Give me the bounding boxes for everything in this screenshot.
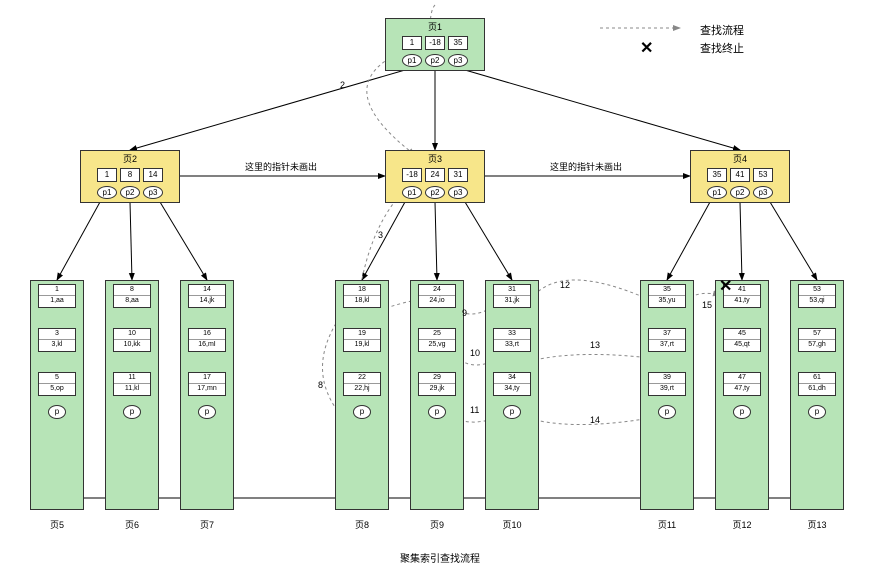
inner-title: 页2 bbox=[81, 151, 179, 166]
leaf-record: 2929,jk bbox=[418, 372, 456, 396]
leaf-record: 1717,mn bbox=[188, 372, 226, 396]
leaf-ptr: p bbox=[48, 405, 66, 419]
leaf-record: 1111,kl bbox=[113, 372, 151, 396]
flow-num: 14 bbox=[590, 415, 600, 425]
inner-ptr: p1 bbox=[97, 186, 117, 199]
leaf-record: 3737,rt bbox=[648, 328, 686, 352]
leaf-record: 4747,ty bbox=[723, 372, 761, 396]
legend-stop: 查找终止 bbox=[700, 40, 744, 56]
flow-num: 12 bbox=[560, 280, 570, 290]
leaf-record: 5353,qi bbox=[798, 284, 836, 308]
leaf-record: 2424,io bbox=[418, 284, 456, 308]
leaf-record: 3131,jk bbox=[493, 284, 531, 308]
leaf-node: 4141,ty4545,qt4747,typ bbox=[715, 280, 769, 510]
leaf-node: 11,aa 33,kl 55,op p bbox=[30, 280, 84, 510]
inner-key: 41 bbox=[730, 168, 750, 182]
leaf-record: 6161,dh bbox=[798, 372, 836, 396]
ptr-note-label: 这里的指针未画出 bbox=[245, 160, 317, 173]
leaf-node: 2424,io 2525,vg 2929,jk p bbox=[410, 280, 464, 510]
inner-key: 8 bbox=[120, 168, 140, 182]
inner-node: 页4 354153 p1p2p3 bbox=[690, 150, 790, 203]
flow-num: 10 bbox=[470, 348, 480, 358]
leaf-node: 3131,jk 3333,rt 3434,ty p bbox=[485, 280, 539, 510]
root-ptr: p3 bbox=[448, 54, 468, 67]
leaf-node: 5353,qi 5757,gh 6161,dh p bbox=[790, 280, 844, 510]
leaf-ptr: p bbox=[503, 405, 521, 419]
flow-num: 13 bbox=[590, 340, 600, 350]
flow-num: 11 bbox=[470, 405, 479, 415]
inner-ptr: p3 bbox=[143, 186, 163, 199]
inner-key: -18 bbox=[402, 168, 422, 182]
leaf-record: 88,aa bbox=[113, 284, 151, 308]
inner-ptr: p2 bbox=[730, 186, 750, 199]
leaf-record: 1010,kk bbox=[113, 328, 151, 352]
ptr-note-label: 这里的指针未画出 bbox=[550, 160, 622, 173]
leaf-record: 2525,vg bbox=[418, 328, 456, 352]
leaf-record: 5757,gh bbox=[798, 328, 836, 352]
inner-key: 14 bbox=[143, 168, 163, 182]
terminate-x-icon: ✕ bbox=[719, 276, 732, 296]
flow-num: 2 bbox=[340, 80, 345, 90]
leaf-ptr: p bbox=[808, 405, 826, 419]
inner-title: 页3 bbox=[386, 151, 484, 166]
legend-x-icon: ✕ bbox=[640, 38, 653, 58]
inner-key: 24 bbox=[425, 168, 445, 182]
legend-flow: 查找流程 bbox=[700, 22, 744, 38]
leaf-record: 1818,kl bbox=[343, 284, 381, 308]
inner-key: 35 bbox=[707, 168, 727, 182]
leaf-node: 1414,jk 1616,mI 1717,mn p bbox=[180, 280, 234, 510]
leaf-record: 3939,rt bbox=[648, 372, 686, 396]
leaf-node: 1818,kl 1919,kl 2222,hj p bbox=[335, 280, 389, 510]
inner-ptr: p3 bbox=[448, 186, 468, 199]
inner-ptr: p1 bbox=[402, 186, 422, 199]
leaf-ptr: p bbox=[123, 405, 141, 419]
root-node: 页1 1 -18 35 p1 p2 p3 bbox=[385, 18, 485, 71]
leaf-ptr: p bbox=[353, 405, 371, 419]
leaf-node: 88,aa 1010,kk 1111,kl p bbox=[105, 280, 159, 510]
leaf-record: 1616,mI bbox=[188, 328, 226, 352]
leaf-record: 2222,hj bbox=[343, 372, 381, 396]
leaf-record: 33,kl bbox=[38, 328, 76, 352]
flow-num: 15 bbox=[702, 300, 712, 310]
inner-node: 页2 1814 p1p2p3 bbox=[80, 150, 180, 203]
leaf-record: 4545,qt bbox=[723, 328, 761, 352]
inner-node: 页3 -182431 p1p2p3 bbox=[385, 150, 485, 203]
root-key: 35 bbox=[448, 36, 468, 50]
root-title: 页1 bbox=[386, 19, 484, 34]
root-key: 1 bbox=[402, 36, 422, 50]
inner-key: 1 bbox=[97, 168, 117, 182]
inner-ptr: p3 bbox=[753, 186, 773, 199]
flow-num: 8 bbox=[318, 380, 323, 390]
leaf-record: 1919,kl bbox=[343, 328, 381, 352]
flow-num: 9 bbox=[462, 308, 467, 318]
leaf-node: 3535,yu 3737,rt 3939,rt p bbox=[640, 280, 694, 510]
leaf-record: 3535,yu bbox=[648, 284, 686, 308]
leaf-ptr: p bbox=[428, 405, 446, 419]
leaf-record: 11,aa bbox=[38, 284, 76, 308]
inner-key: 31 bbox=[448, 168, 468, 182]
leaf-record: 55,op bbox=[38, 372, 76, 396]
leaf-record: 1414,jk bbox=[188, 284, 226, 308]
leaf-ptr: p bbox=[198, 405, 216, 419]
root-key: -18 bbox=[425, 36, 445, 50]
inner-ptr: p2 bbox=[120, 186, 140, 199]
leaf-ptr: p bbox=[658, 405, 676, 419]
leaf-record: 3434,ty bbox=[493, 372, 531, 396]
leaf-ptr: p bbox=[733, 405, 751, 419]
root-ptr: p2 bbox=[425, 54, 445, 67]
root-ptr: p1 bbox=[402, 54, 422, 67]
inner-title: 页4 bbox=[691, 151, 789, 166]
flow-num: 3 bbox=[378, 230, 383, 240]
inner-ptr: p2 bbox=[425, 186, 445, 199]
leaf-record: 3333,rt bbox=[493, 328, 531, 352]
inner-ptr: p1 bbox=[707, 186, 727, 199]
inner-key: 53 bbox=[753, 168, 773, 182]
